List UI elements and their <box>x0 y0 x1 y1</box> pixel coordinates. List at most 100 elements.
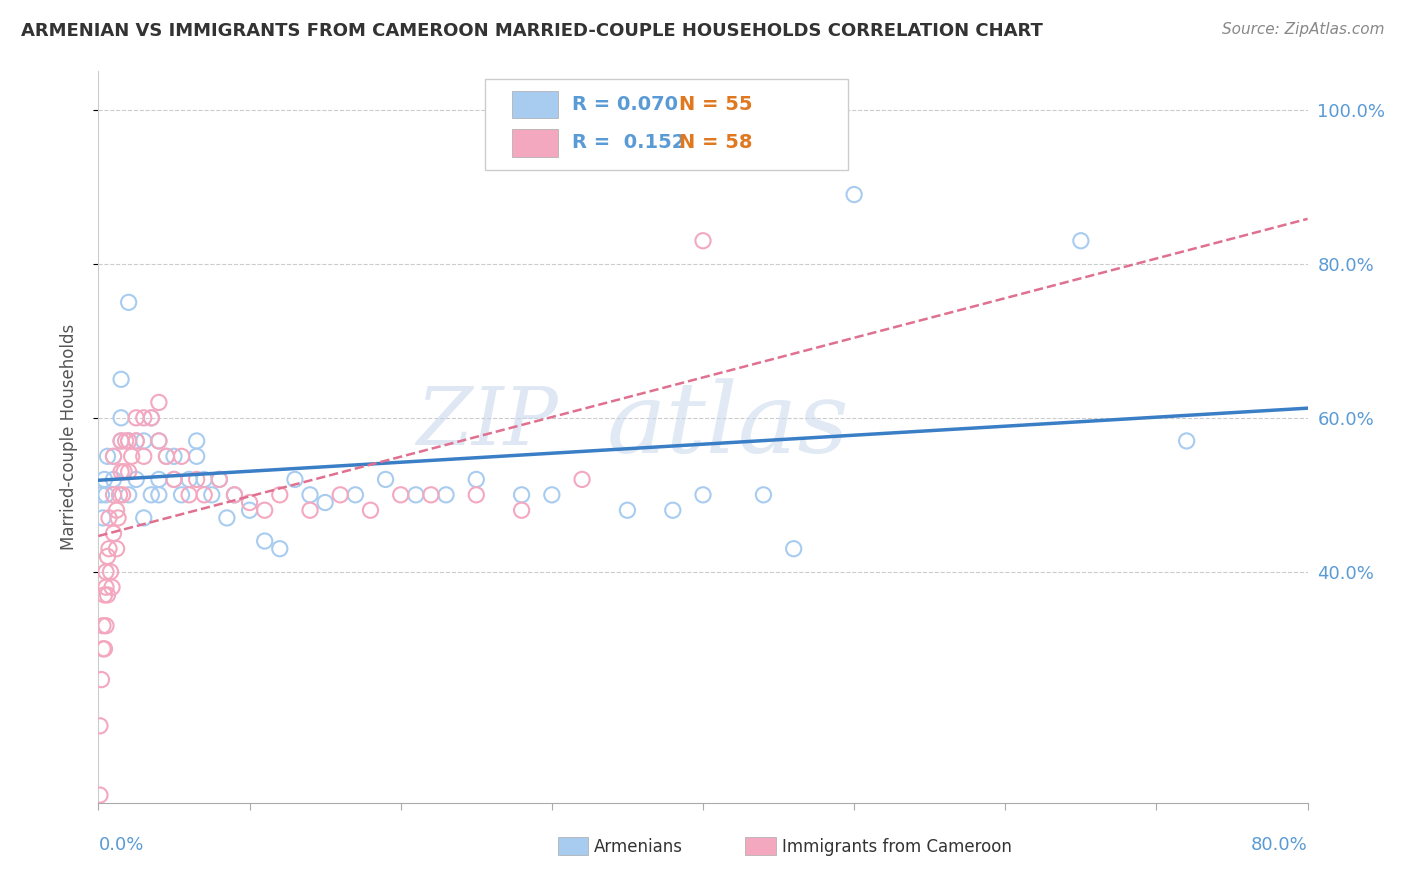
Point <box>141 410 163 425</box>
Text: atlas: atlas <box>606 378 849 474</box>
Point <box>98 511 121 525</box>
Point <box>91 511 114 525</box>
Point <box>132 450 155 464</box>
Point <box>510 503 533 517</box>
Point <box>193 472 215 486</box>
Point <box>103 472 125 486</box>
Point <box>96 450 118 464</box>
Point <box>208 472 231 486</box>
Point <box>844 187 866 202</box>
Point <box>170 450 193 464</box>
Point <box>692 234 714 248</box>
FancyBboxPatch shape <box>745 838 776 855</box>
Point <box>148 472 170 486</box>
Point <box>91 618 114 632</box>
Point <box>118 488 141 502</box>
Point <box>163 472 186 486</box>
Point <box>179 488 201 502</box>
Text: R =  0.152: R = 0.152 <box>572 134 686 153</box>
Point <box>420 488 443 502</box>
FancyBboxPatch shape <box>558 838 588 855</box>
Point <box>118 295 141 310</box>
Point <box>107 511 129 525</box>
Point <box>329 488 352 502</box>
Point <box>141 410 163 425</box>
FancyBboxPatch shape <box>512 129 558 157</box>
Point <box>148 434 170 448</box>
Point <box>125 410 148 425</box>
Point <box>179 472 201 486</box>
Point <box>125 472 148 486</box>
Point <box>103 488 125 502</box>
Point <box>253 534 276 549</box>
Point <box>299 503 322 517</box>
Text: N = 55: N = 55 <box>679 95 752 114</box>
Point <box>148 434 170 448</box>
Point <box>114 434 136 448</box>
Point <box>783 541 806 556</box>
Point <box>155 450 177 464</box>
Point <box>269 488 291 502</box>
Point <box>389 488 412 502</box>
Point <box>110 410 132 425</box>
Point <box>215 511 238 525</box>
Point <box>661 503 683 517</box>
Point <box>752 488 775 502</box>
Point <box>96 549 118 564</box>
Point <box>510 488 533 502</box>
Point <box>94 580 117 594</box>
Text: ARMENIAN VS IMMIGRANTS FROM CAMEROON MARRIED-COUPLE HOUSEHOLDS CORRELATION CHART: ARMENIAN VS IMMIGRANTS FROM CAMEROON MAR… <box>21 22 1043 40</box>
Point <box>284 472 307 486</box>
Point <box>186 450 208 464</box>
Point <box>108 488 131 502</box>
Point <box>89 788 111 802</box>
Point <box>118 434 141 448</box>
Point <box>90 673 112 687</box>
Point <box>98 541 121 556</box>
Point <box>118 465 141 479</box>
Point <box>299 488 322 502</box>
Point <box>360 503 382 517</box>
Point <box>1175 434 1198 448</box>
Point <box>96 588 118 602</box>
Point <box>540 488 562 502</box>
Text: ZIP: ZIP <box>416 384 558 461</box>
Point <box>91 641 114 656</box>
Point <box>616 503 638 517</box>
Text: 0.0%: 0.0% <box>98 836 143 854</box>
Point <box>110 465 132 479</box>
Point <box>269 541 291 556</box>
Point <box>94 565 117 579</box>
Point <box>208 472 231 486</box>
Point <box>93 588 115 602</box>
Point <box>1070 234 1092 248</box>
Point <box>148 395 170 409</box>
Point <box>434 488 457 502</box>
Point <box>118 434 141 448</box>
Point <box>125 434 148 448</box>
Point <box>465 488 488 502</box>
Point <box>163 450 186 464</box>
Point <box>163 472 186 486</box>
Point <box>105 503 128 517</box>
Point <box>132 410 155 425</box>
Point <box>186 434 208 448</box>
Point <box>239 495 262 509</box>
Point <box>132 434 155 448</box>
Point <box>692 488 714 502</box>
Point <box>155 450 177 464</box>
Text: N = 58: N = 58 <box>679 134 752 153</box>
Text: R = 0.070: R = 0.070 <box>572 95 679 114</box>
FancyBboxPatch shape <box>512 91 558 119</box>
Point <box>112 465 135 479</box>
Text: Immigrants from Cameroon: Immigrants from Cameroon <box>782 838 1011 855</box>
Text: Armenians: Armenians <box>595 838 683 855</box>
Point <box>125 434 148 448</box>
Point <box>148 488 170 502</box>
Point <box>103 450 125 464</box>
Point <box>93 472 115 486</box>
Point <box>224 488 246 502</box>
Point <box>101 580 124 594</box>
Point <box>344 488 367 502</box>
Point <box>103 526 125 541</box>
